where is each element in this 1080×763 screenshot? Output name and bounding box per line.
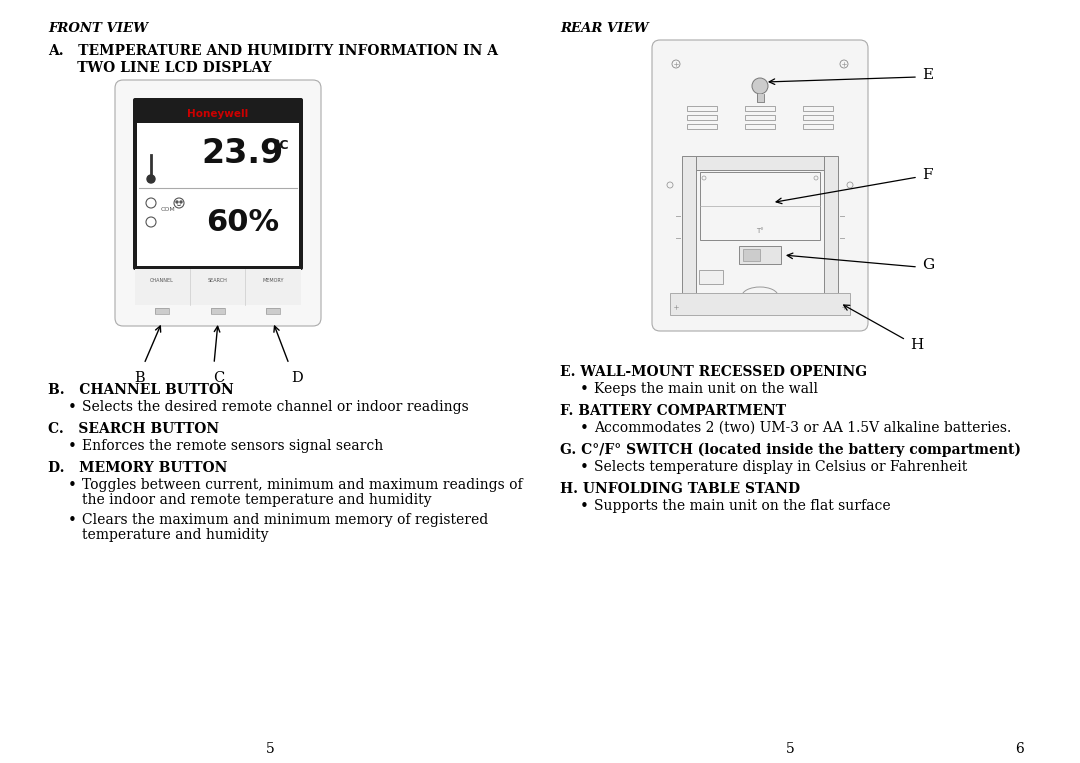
Text: 5: 5 (266, 742, 274, 756)
Bar (804, 115, 833, 120)
Text: FRONT VIEW: FRONT VIEW (48, 22, 148, 35)
FancyBboxPatch shape (652, 40, 868, 331)
Text: C.   SEARCH BUTTON: C. SEARCH BUTTON (48, 422, 219, 436)
FancyBboxPatch shape (133, 98, 303, 270)
Text: B.   CHANNEL BUTTON: B. CHANNEL BUTTON (48, 383, 233, 397)
Bar (670, 293, 850, 315)
Circle shape (752, 78, 768, 94)
Bar (266, 308, 280, 314)
Text: 60%: 60% (205, 208, 279, 237)
Circle shape (180, 201, 183, 203)
Text: C: C (213, 371, 225, 385)
Text: °C: °C (274, 139, 289, 152)
Text: the indoor and remote temperature and humidity: the indoor and remote temperature and hu… (82, 493, 432, 507)
Text: Selects temperature display in Celsius or Fahrenheit: Selects temperature display in Celsius o… (594, 460, 968, 474)
Bar (804, 124, 833, 129)
Text: •: • (68, 400, 77, 415)
Bar (696, 156, 824, 170)
Bar (756, 94, 764, 102)
Bar (745, 124, 775, 129)
Bar (137, 123, 299, 266)
Bar (681, 156, 696, 304)
Bar (739, 246, 781, 264)
Text: •: • (580, 382, 589, 397)
Text: E. WALL-MOUNT RECESSED OPENING: E. WALL-MOUNT RECESSED OPENING (561, 365, 867, 379)
Text: Clears the maximum and minimum memory of registered: Clears the maximum and minimum memory of… (82, 513, 488, 527)
Text: T°: T° (756, 228, 764, 234)
Bar (745, 106, 775, 111)
Text: A.   TEMPERATURE AND HUMIDITY INFORMATION IN A: A. TEMPERATURE AND HUMIDITY INFORMATION … (48, 44, 498, 58)
Bar (743, 249, 760, 261)
Bar (156, 308, 168, 314)
Text: F. BATTERY COMPARTMENT: F. BATTERY COMPARTMENT (561, 404, 786, 418)
Bar (266, 308, 280, 314)
Text: CHANNEL: CHANNEL (150, 278, 174, 283)
Bar (745, 115, 775, 120)
Text: TWO LINE LCD DISPLAY: TWO LINE LCD DISPLAY (48, 61, 272, 75)
Text: Accommodates 2 (two) UM-3 or AA 1.5V alkaline batteries.: Accommodates 2 (two) UM-3 or AA 1.5V alk… (594, 421, 1011, 435)
Bar (699, 270, 723, 284)
Bar (135, 269, 301, 305)
Text: Selects the desired remote channel or indoor readings: Selects the desired remote channel or in… (82, 400, 469, 414)
Text: •: • (580, 499, 589, 514)
Text: E: E (922, 68, 933, 82)
Text: 5: 5 (785, 742, 795, 756)
Bar (156, 308, 168, 314)
Text: MEMORY: MEMORY (262, 278, 284, 283)
Text: REAR VIEW: REAR VIEW (561, 22, 648, 35)
Bar (687, 115, 717, 120)
Text: G. C°/F° SWITCH (located inside the battery compartment): G. C°/F° SWITCH (located inside the batt… (561, 443, 1021, 457)
Text: H. UNFOLDING TABLE STAND: H. UNFOLDING TABLE STAND (561, 482, 800, 496)
Text: •: • (68, 478, 77, 493)
Text: Honeywell: Honeywell (187, 109, 248, 119)
Text: D: D (291, 371, 302, 385)
Text: G: G (922, 258, 934, 272)
Text: B: B (134, 371, 145, 385)
Bar (211, 308, 225, 314)
Text: Enforces the remote sensors signal search: Enforces the remote sensors signal searc… (82, 439, 383, 453)
Text: Keeps the main unit on the wall: Keeps the main unit on the wall (594, 382, 818, 396)
Text: Supports the main unit on the flat surface: Supports the main unit on the flat surfa… (594, 499, 891, 513)
Bar (211, 308, 225, 314)
Bar (687, 106, 717, 111)
FancyBboxPatch shape (114, 80, 321, 326)
Text: F: F (922, 168, 932, 182)
Circle shape (176, 201, 178, 203)
Text: temperature and humidity: temperature and humidity (82, 528, 269, 542)
Text: D.   MEMORY BUTTON: D. MEMORY BUTTON (48, 461, 228, 475)
Text: 23.9: 23.9 (201, 137, 283, 170)
Text: 6: 6 (1015, 742, 1024, 756)
Text: •: • (580, 460, 589, 475)
Text: Toggles between current, minimum and maximum readings of: Toggles between current, minimum and max… (82, 478, 523, 492)
Bar (687, 124, 717, 129)
Text: H: H (910, 338, 923, 352)
Bar (700, 172, 820, 240)
Text: •: • (68, 513, 77, 528)
Bar (804, 106, 833, 111)
Text: COM: COM (161, 207, 176, 212)
Circle shape (147, 175, 156, 183)
Text: •: • (580, 421, 589, 436)
Text: SEARCH: SEARCH (208, 278, 228, 283)
Bar (824, 156, 838, 304)
Text: •: • (68, 439, 77, 454)
